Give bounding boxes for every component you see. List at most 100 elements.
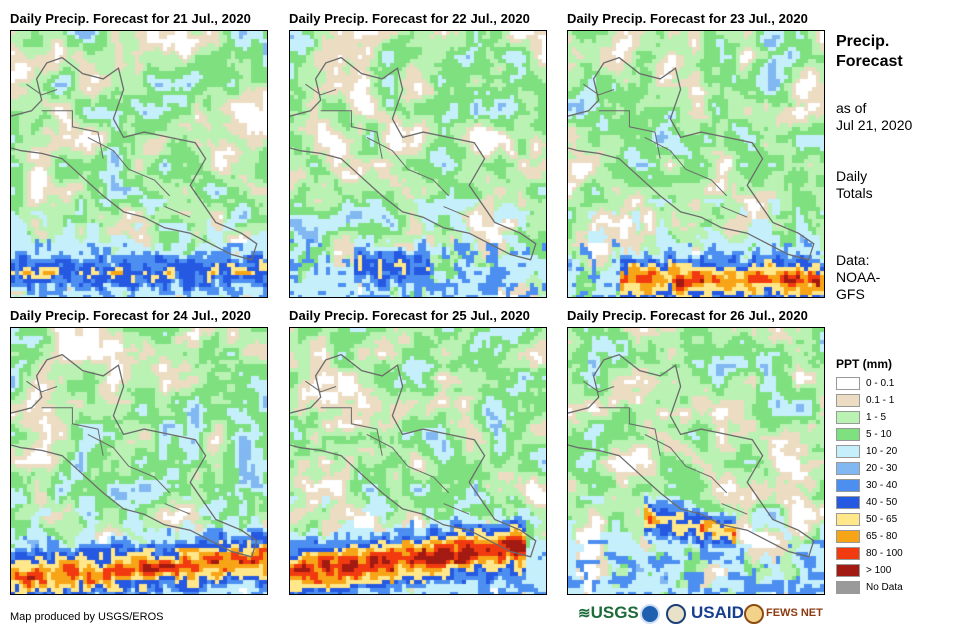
usaid-logo: USAID (691, 603, 744, 622)
map-panel-2 (289, 30, 547, 298)
legend-label: 20 - 30 (866, 463, 898, 474)
side-title-line2: Forecast (836, 53, 903, 70)
precip-raster (568, 31, 824, 297)
legend-swatch (836, 564, 860, 577)
legend-label: 30 - 40 (866, 480, 898, 491)
legend-label: > 100 (866, 565, 892, 576)
data-line1: Data: (836, 252, 870, 268)
side-title: Precip. Forecast (836, 32, 903, 72)
panel-title-1: Daily Precip. Forecast for 21 Jul., 2020 (10, 11, 252, 26)
legend-swatch (836, 479, 860, 492)
legend-swatch (836, 377, 860, 390)
legend-swatch (836, 462, 860, 475)
country-border (164, 503, 191, 515)
country-border (320, 110, 383, 159)
legend-label: 0.1 - 1 (866, 395, 895, 406)
legend-label: 5 - 10 (866, 429, 892, 440)
precip-raster (568, 328, 824, 594)
legend-label: 1 - 5 (866, 412, 887, 423)
daily-totals: Daily Totals (836, 168, 873, 202)
country-border (644, 433, 687, 467)
data-line2: NOAA- (836, 269, 881, 285)
country-border (685, 465, 728, 494)
country-border (598, 407, 661, 456)
country-border (685, 168, 728, 197)
country-border (443, 503, 470, 515)
country-border (305, 83, 337, 96)
country-borders (568, 353, 815, 558)
country-border (164, 206, 191, 218)
usgs-logo: ≋USGS (578, 603, 639, 622)
country-border (305, 380, 337, 393)
legend-label: 80 - 100 (866, 548, 903, 559)
precip-raster (290, 31, 546, 297)
logo-strip: ≋USGS USAID FEWS NET (578, 602, 823, 628)
country-border (721, 503, 748, 515)
country-border (26, 380, 58, 393)
coastline (568, 353, 815, 558)
country-borders (290, 353, 537, 558)
legend-swatch (836, 513, 860, 526)
data-source: Data: NOAA- GFS (836, 252, 880, 303)
map-panel-1 (10, 30, 268, 298)
map-panel-4 (10, 327, 268, 595)
legend-label: 40 - 50 (866, 497, 898, 508)
fewsnet-logo: FEWS NET (766, 607, 823, 619)
data-line3: GFS (836, 286, 865, 302)
legend-swatch (836, 445, 860, 458)
side-title-line1: Precip. (836, 33, 890, 50)
country-border (41, 407, 104, 456)
country-border (583, 83, 615, 96)
country-border (366, 433, 409, 467)
legend-label: No Data (866, 582, 903, 593)
precip-raster (290, 328, 546, 594)
as-of-line2: Jul 21, 2020 (836, 117, 913, 133)
map-panel-3 (567, 30, 825, 298)
country-border (644, 136, 687, 170)
country-border (26, 83, 58, 96)
as-of-line1: as of (836, 100, 867, 116)
country-border (598, 110, 661, 159)
legend-swatch (836, 530, 860, 543)
country-border (583, 380, 615, 393)
panel-title-4: Daily Precip. Forecast for 24 Jul., 2020 (10, 308, 252, 323)
country-border (366, 136, 409, 170)
coastline (568, 56, 815, 261)
dos-seal (666, 604, 686, 624)
country-border (407, 168, 450, 197)
coastline (11, 56, 258, 261)
legend-title: PPT (mm) (836, 357, 893, 371)
legend-label: 65 - 80 (866, 531, 898, 542)
totals-line1: Daily (836, 168, 868, 184)
legend-label: 10 - 20 (866, 446, 898, 457)
panel-title-6: Daily Precip. Forecast for 26 Jul., 2020 (567, 308, 809, 323)
precip-raster (11, 31, 267, 297)
precip-raster (11, 328, 267, 594)
noaa-logo (640, 604, 660, 624)
coastline (290, 56, 537, 261)
country-borders (290, 56, 537, 261)
country-borders (568, 56, 815, 261)
legend-swatch (836, 581, 860, 594)
legend-swatch (836, 547, 860, 560)
country-border (87, 433, 130, 467)
panel-title-2: Daily Precip. Forecast for 22 Jul., 2020 (289, 11, 531, 26)
country-border (407, 465, 450, 494)
legend-label: 0 - 0.1 (866, 378, 895, 389)
country-border (128, 465, 171, 494)
panel-title-3: Daily Precip. Forecast for 23 Jul., 2020 (567, 11, 809, 26)
panel-title-5: Daily Precip. Forecast for 25 Jul., 2020 (289, 308, 531, 323)
country-border (87, 136, 130, 170)
country-border (128, 168, 171, 197)
legend-label: 50 - 65 (866, 514, 898, 525)
map-panel-5 (289, 327, 547, 595)
legend-swatch (836, 411, 860, 424)
legend-swatch (836, 496, 860, 509)
coastline (11, 353, 258, 558)
legend-swatch (836, 394, 860, 407)
totals-line2: Totals (836, 185, 873, 201)
fewsnet-icon (744, 604, 764, 624)
country-border (443, 206, 470, 218)
country-borders (11, 56, 258, 261)
country-border (721, 206, 748, 218)
